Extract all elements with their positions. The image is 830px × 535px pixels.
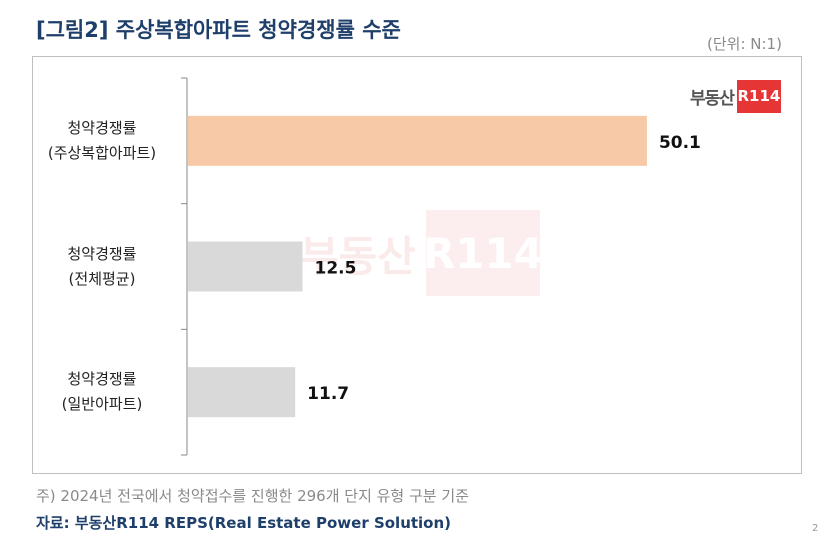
category-label-line: (전체평균) [68,269,136,288]
category-label-1: 청약경쟁률 (전체평균) [27,242,177,292]
page-number: 2 [812,523,819,534]
bar-2 [188,367,296,418]
category-label-line: (주상복합아파트) [47,143,157,162]
chart-frame [32,56,802,474]
watermark-box: R114 [423,210,543,296]
logo-text: 부동산 [690,88,735,109]
watermark: 부동산 R114 [300,210,543,296]
category-label-line: 청약경쟁률 [67,370,137,389]
source-credit: 자료: 부동산R114 REPS(Real Estate Power Solut… [36,514,452,532]
bar-1 [188,241,303,292]
unit-label: (단위: N:1) [707,35,782,53]
brand-logo: 부동산 R114 [690,79,781,113]
category-label-line: (일반아파트) [61,395,143,414]
category-label-line: 청약경쟁률 [67,118,137,137]
footnote: 주) 2024년 전국에서 청약접수를 진행한 296개 단지 유형 구분 기준 [36,487,469,505]
watermark-text: 부동산 [300,231,416,281]
category-label-line: 청약경쟁률 [67,244,137,263]
data-label-0: 50.1 [659,133,701,153]
category-label-0: 청약경쟁률 (주상복합아파트) [27,116,177,166]
bar-0 [188,115,647,166]
page-title: [그림2] 주상복합아파트 청약경쟁률 수준 [36,18,401,42]
category-label-2: 청약경쟁률 (일반아파트) [27,367,177,417]
data-label-1: 12.5 [315,259,357,279]
logo-box: R114 [736,79,781,113]
data-label-2: 11.7 [307,384,349,404]
